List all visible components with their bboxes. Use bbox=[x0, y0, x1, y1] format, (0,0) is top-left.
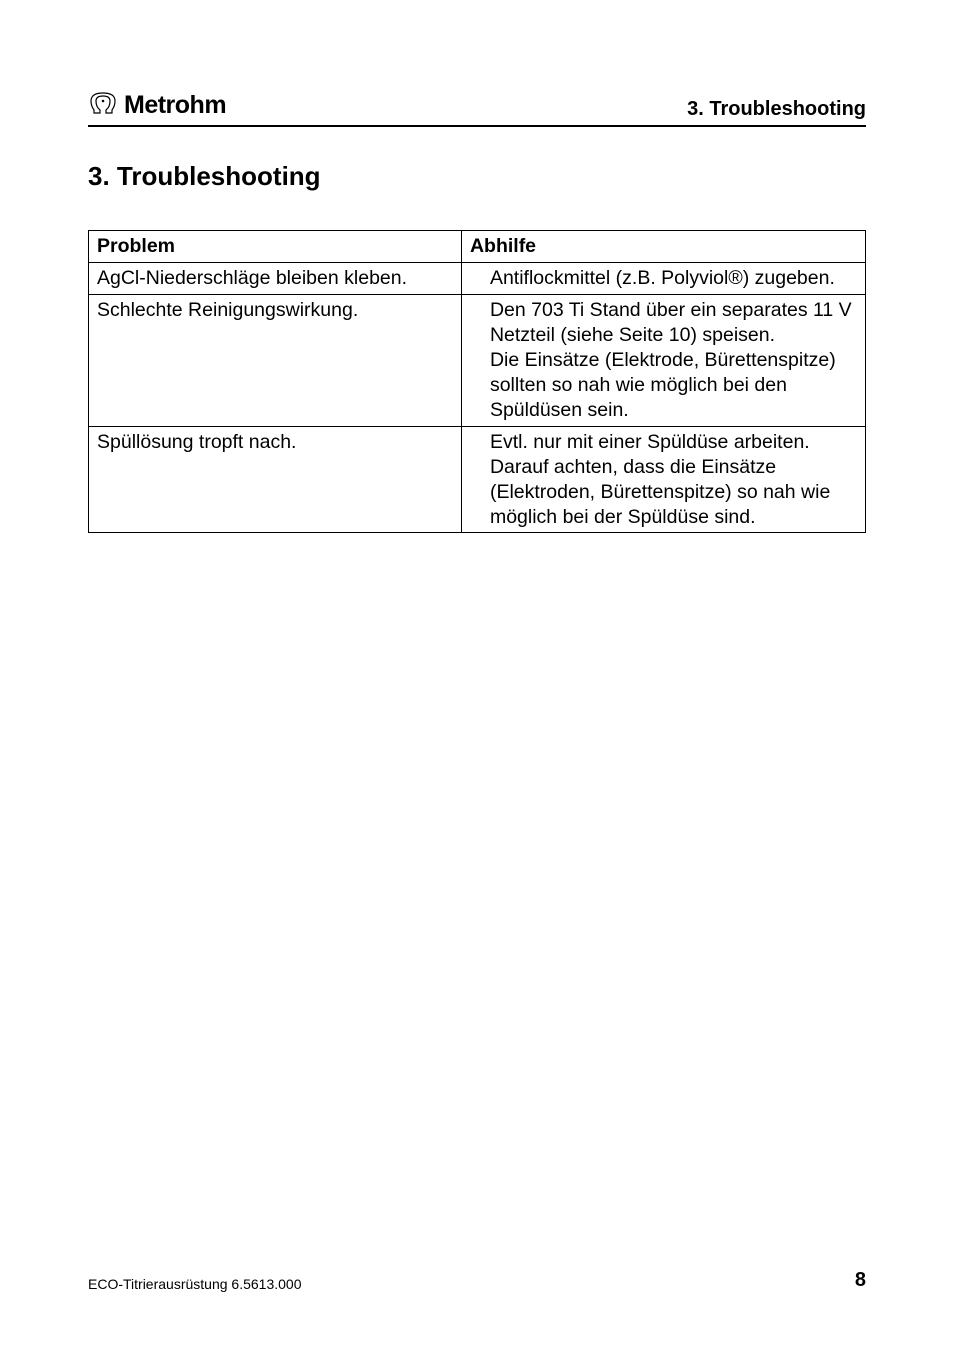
running-title: 3. Troubleshooting bbox=[687, 98, 866, 121]
omega-icon bbox=[88, 90, 118, 121]
table-row: AgCl-Niederschläge bleiben kleben. Antif… bbox=[89, 262, 866, 294]
page-header: Metrohm 3. Troubleshooting bbox=[88, 90, 866, 127]
table-header-row: Problem Abhilfe bbox=[89, 231, 866, 263]
table-row: Spüllösung tropft nach. Evtl. nur mit ei… bbox=[89, 426, 866, 533]
cell-remedy: Antiflockmittel (z.B. Polyviol®) zugeben… bbox=[461, 262, 865, 294]
brand-logo: Metrohm bbox=[88, 90, 226, 121]
cell-problem: Schlechte Reinigungswirkung. bbox=[89, 294, 462, 426]
col-header-remedy: Abhilfe bbox=[461, 231, 865, 263]
page: Metrohm 3. Troubleshooting 3. Troublesho… bbox=[0, 0, 954, 1352]
table-row: Schlechte Reinigungswirkung. Den 703 Ti … bbox=[89, 294, 866, 426]
page-footer: ECO-Titrierausrüstung 6.5613.000 8 bbox=[88, 1269, 866, 1292]
cell-remedy: Den 703 Ti Stand über ein separates 11 V… bbox=[461, 294, 865, 426]
page-number: 8 bbox=[855, 1269, 866, 1292]
cell-problem: Spüllösung tropft nach. bbox=[89, 426, 462, 533]
footer-title: ECO-Titrierausrüstung 6.5613.000 bbox=[88, 1276, 301, 1292]
section-heading: 3. Troubleshooting bbox=[88, 161, 866, 192]
cell-remedy: Evtl. nur mit einer Spüldüse arbeiten. D… bbox=[461, 426, 865, 533]
col-header-problem: Problem bbox=[89, 231, 462, 263]
troubleshooting-table: Problem Abhilfe AgCl-Niederschläge bleib… bbox=[88, 230, 866, 533]
brand-name: Metrohm bbox=[124, 91, 226, 120]
cell-problem: AgCl-Niederschläge bleiben kleben. bbox=[89, 262, 462, 294]
